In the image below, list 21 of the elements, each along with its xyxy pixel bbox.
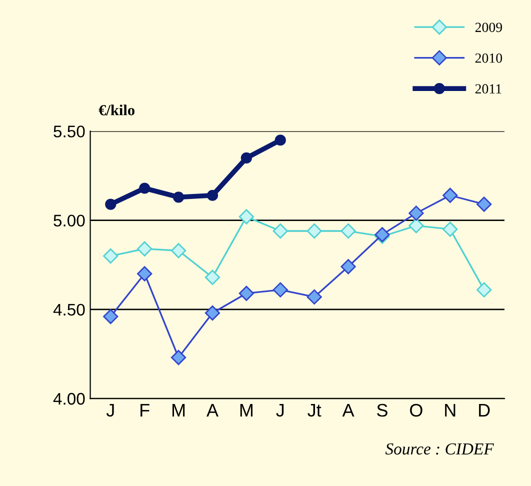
- x-tick-label: J: [276, 404, 284, 417]
- x-tick-label: N: [445, 404, 456, 416]
- source-note: Source : CIDEF: [385, 443, 494, 455]
- y-tick-label: 4.50: [53, 304, 85, 316]
- legend-label: 2010: [475, 53, 502, 63]
- x-tick-label: M: [172, 404, 185, 416]
- x-tick-label: J: [106, 404, 114, 417]
- x-tick-label: O: [410, 404, 422, 417]
- legend-label: 2009: [475, 22, 502, 32]
- y-tick-label: 5.50: [54, 126, 85, 138]
- x-tick-label: D: [479, 404, 490, 416]
- y-tick-label: 5.00: [54, 214, 85, 227]
- x-tick-label: A: [342, 404, 354, 416]
- x-tick-label: F: [140, 404, 150, 416]
- x-tick-label: A: [206, 404, 218, 416]
- x-tick-label: Jt: [308, 404, 322, 417]
- y-tick-label: 4.00: [53, 392, 85, 405]
- x-tick-label: M: [240, 404, 252, 416]
- y-axis-title: €/kilo: [98, 104, 134, 116]
- x-tick-label: S: [377, 404, 388, 417]
- legend-label: 2011: [475, 84, 502, 94]
